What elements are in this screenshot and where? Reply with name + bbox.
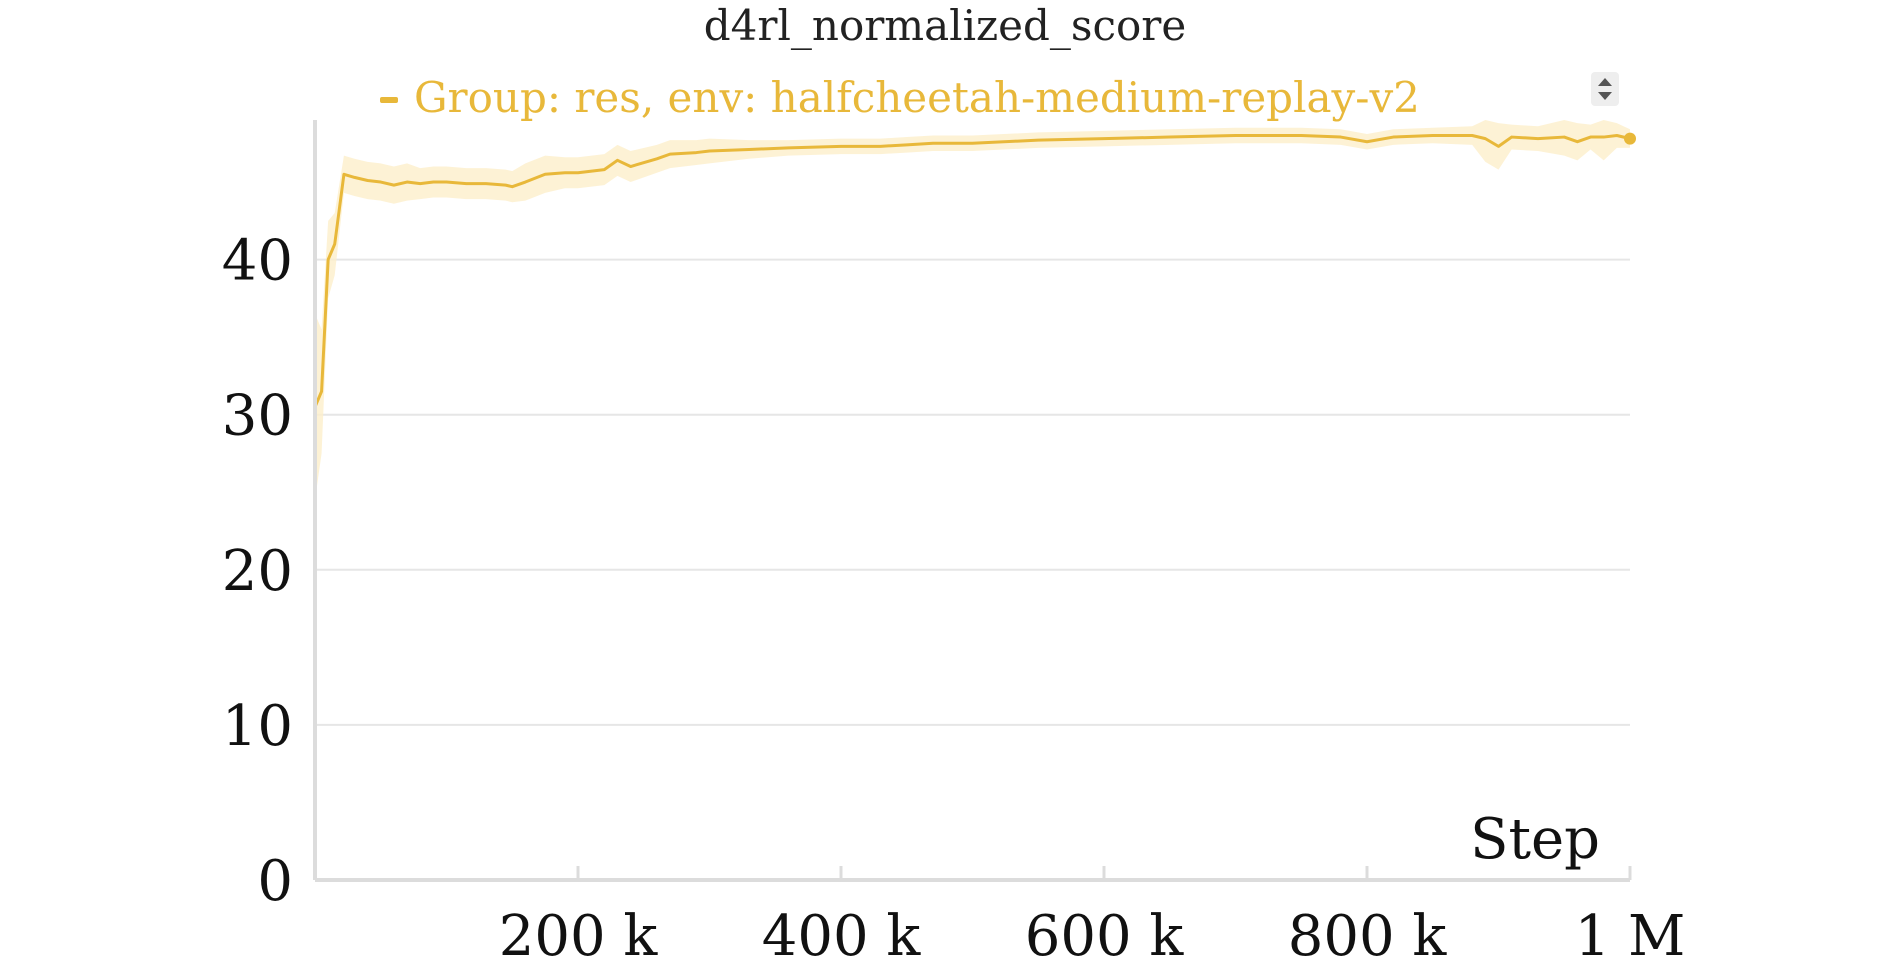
legend-label: Group: res, env: halfcheetah-medium-repl… (414, 73, 1420, 122)
series-line-path[interactable] (313, 134, 1631, 408)
legend[interactable]: Group: res, env: halfcheetah-medium-repl… (380, 73, 1420, 122)
x-tick-label: 600 k (1025, 904, 1185, 965)
y-tick-label: 40 (222, 229, 293, 294)
series-line (313, 132, 1636, 408)
series-end-point[interactable] (1624, 132, 1636, 145)
chart-title: d4rl_normalized_score (704, 1, 1186, 50)
grid (315, 258, 1630, 726)
std-band-area (315, 120, 1630, 500)
legend-swatch (380, 97, 398, 103)
y-axis-ticks: 0 10 20 30 40 (222, 229, 293, 914)
x-tick-label: 1 M (1575, 904, 1686, 965)
x-tick-label: 800 k (1288, 904, 1448, 965)
x-axis-label: Step (1470, 807, 1600, 872)
y-tick-label: 30 (222, 384, 293, 449)
y-tick-label: 20 (222, 539, 293, 604)
y-tick-label: 10 (222, 694, 293, 759)
x-tick-label: 400 k (762, 904, 922, 965)
legend-scroll-button[interactable] (1591, 72, 1619, 106)
std-band (315, 120, 1630, 500)
x-axis-ticks: 200 k 400 k 600 k 800 k 1 M (499, 866, 1686, 965)
y-tick-label: 0 (257, 849, 293, 914)
up-down-arrows-icon (1598, 78, 1612, 100)
x-tick-label: 200 k (499, 904, 659, 965)
axes (313, 120, 1630, 882)
